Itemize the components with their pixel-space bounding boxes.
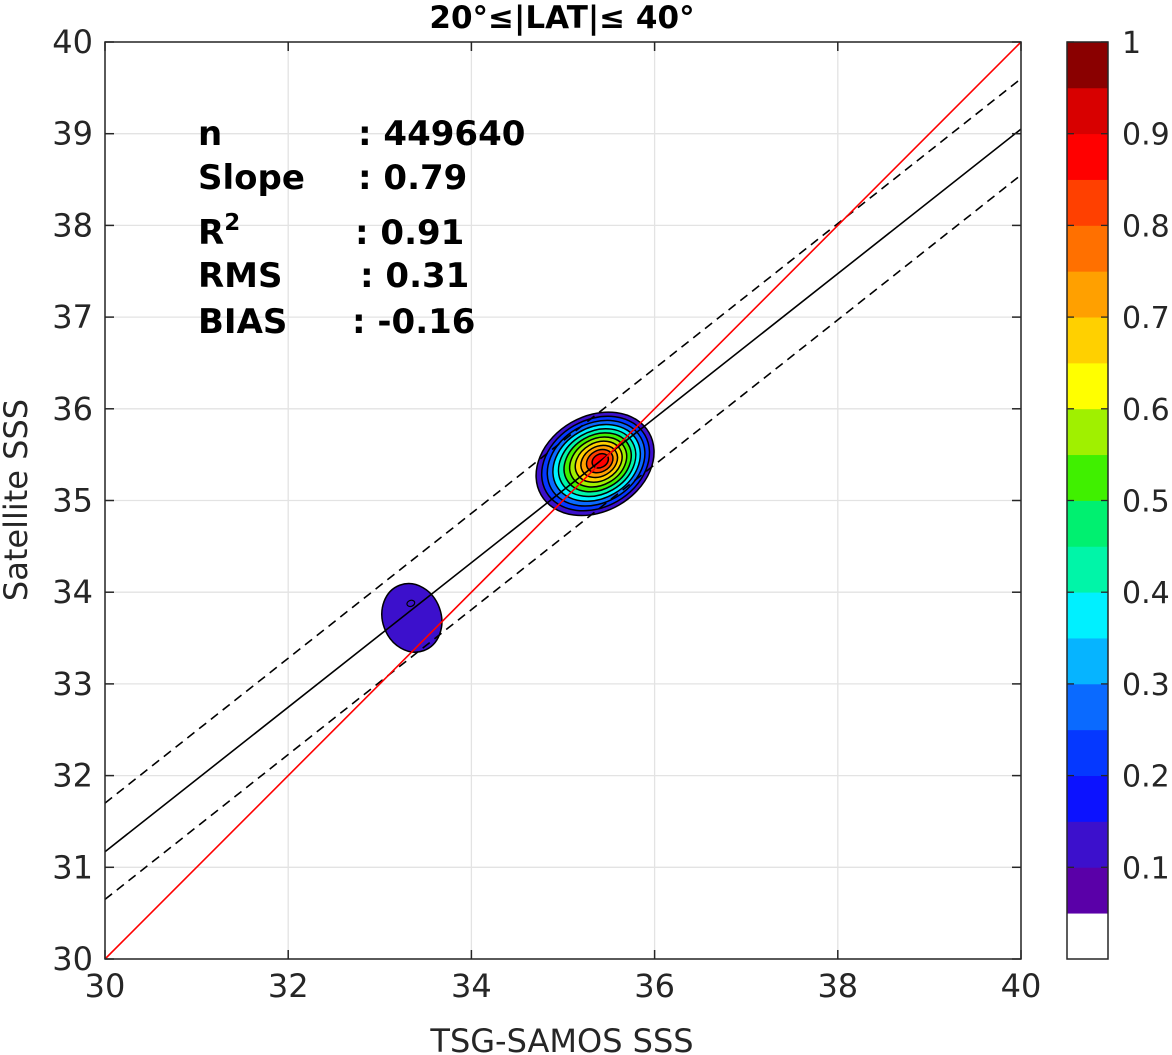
colorbar-segment: [1067, 821, 1108, 868]
colorbar-segment: [1067, 133, 1108, 180]
stat-label: RMS: [198, 256, 283, 296]
colorbar-segment: [1067, 638, 1108, 685]
one-to-one-line: [104, 41, 1022, 960]
density-cluster: [381, 582, 443, 653]
colorbar-segment: [1067, 729, 1108, 776]
colorbar-segment: [1067, 271, 1108, 318]
colorbar-segment: [1067, 500, 1108, 547]
y-tick-label: 40: [52, 23, 93, 61]
colorbar-segment: [1067, 546, 1108, 593]
stat-value: : -0.16: [352, 302, 475, 342]
x-tick-label: 30: [85, 967, 126, 1005]
y-tick-label: 38: [52, 206, 93, 244]
y-axis-label: Satellite SSS: [0, 399, 35, 601]
colorbar-segment: [1067, 362, 1108, 410]
colorbar-segment: [1067, 683, 1108, 731]
colorbar-segment: [1067, 87, 1108, 135]
density-contour: [406, 599, 416, 608]
colorbar-segment: [1067, 867, 1108, 914]
colorbar-tick-label: 0.2: [1122, 760, 1170, 795]
x-axis-label: TSG-SAMOS SSS: [429, 1022, 693, 1055]
stat-label: Slope: [198, 158, 305, 198]
stat-label: n: [198, 114, 222, 154]
colorbar: 1 0.9 0.8 0.7 0.6 0.5 0.4 0.3 0.2 0.1: [1066, 26, 1170, 960]
colorbar-segment: [1067, 225, 1108, 272]
y-tick-label: 32: [52, 757, 93, 795]
colorbar-segment: [1067, 179, 1108, 226]
colorbar-segment: [1067, 592, 1108, 639]
plot-area: 30 32 34 36 38 40 30 31 32 33 34 35 36 37 38 39 40: [52, 23, 1041, 1005]
colorbar-tick-label: 0.9: [1122, 118, 1170, 153]
y-tick-label: 37: [52, 298, 93, 336]
x-tick-label: 38: [817, 967, 858, 1005]
ticks: 30 32 34 36 38 40 30 31 32 33 34 35 36 37 38 39 40: [52, 23, 1041, 1005]
stat-label: BIAS: [198, 302, 287, 342]
colorbar-tick-label: 0.5: [1122, 485, 1170, 520]
x-tick-label: 32: [268, 967, 309, 1005]
fit-line: [104, 128, 1022, 853]
colorbar-tick-label: 0.8: [1122, 209, 1170, 244]
colorbar-tick-label: 0.3: [1122, 668, 1170, 703]
stat-value: : 0.79: [358, 158, 467, 198]
y-tick-label: 36: [52, 390, 93, 428]
x-tick-label: 34: [451, 967, 492, 1005]
reference-lines: [104, 41, 1022, 960]
grid: [104, 41, 1022, 960]
density-contour: [381, 582, 443, 653]
y-tick-label: 33: [52, 665, 93, 703]
colorbar-tick-label: 1: [1122, 26, 1141, 61]
colorbar-tick-label: 0.7: [1122, 301, 1170, 336]
colorbar-segment: [1067, 454, 1108, 501]
colorbar-segment: [1067, 913, 1108, 960]
chart-title: 20°≤|LAT|≤ 40°: [429, 0, 694, 36]
y-tick-label: 31: [52, 848, 93, 886]
colorbar-segment: [1067, 42, 1108, 89]
colorbar-segment: [1067, 317, 1108, 364]
y-tick-label: 30: [52, 940, 93, 978]
colorbar-segment: [1067, 408, 1108, 456]
x-tick-label: 40: [1001, 967, 1042, 1005]
y-tick-label: 39: [52, 115, 93, 153]
stat-value: : 0.91: [355, 213, 464, 253]
colorbar-tick-label: 0.4: [1122, 576, 1170, 611]
stat-value: : 449640: [358, 114, 525, 154]
y-tick-label: 34: [52, 573, 93, 611]
x-tick-label: 36: [634, 967, 675, 1005]
colorbar-segment: [1067, 775, 1108, 822]
colorbar-tick-label: 0.1: [1122, 851, 1170, 886]
y-tick-label: 35: [52, 482, 93, 520]
stat-value: : 0.31: [360, 256, 469, 296]
colorbar-tick-label: 0.6: [1122, 393, 1170, 428]
